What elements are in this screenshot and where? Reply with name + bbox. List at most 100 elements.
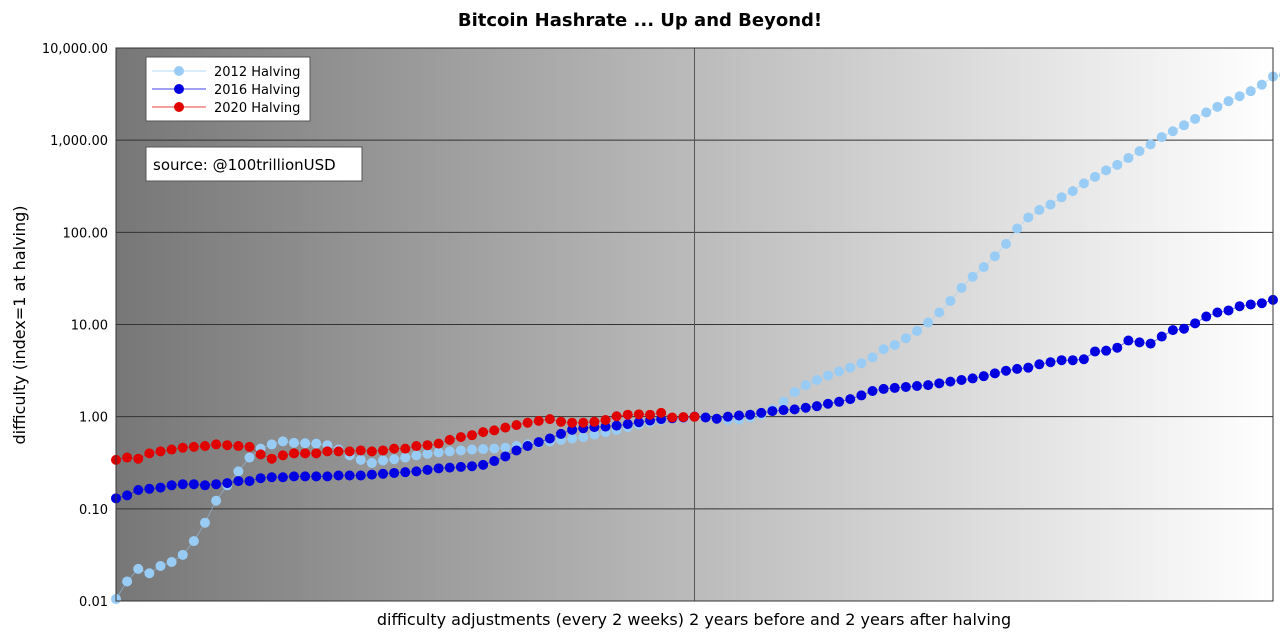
series-1 [111, 294, 1278, 504]
data-point [133, 563, 144, 574]
data-point [767, 406, 778, 417]
data-point [1223, 305, 1234, 316]
data-point [266, 472, 277, 483]
data-point [1245, 299, 1256, 310]
data-point [700, 412, 711, 423]
y-tick-label: 10.00 [71, 319, 108, 334]
data-point [500, 442, 511, 453]
data-point [422, 464, 433, 475]
data-point [1201, 311, 1212, 322]
data-point [1145, 139, 1156, 150]
data-point [611, 411, 622, 422]
chart-title: Bitcoin Hashrate ... Up and Beyond! [458, 10, 822, 31]
data-point [211, 495, 222, 506]
data-point [1212, 101, 1223, 112]
data-point [567, 424, 578, 435]
data-point [823, 398, 833, 409]
data-point [811, 401, 822, 412]
data-point [722, 411, 733, 422]
data-point [467, 444, 477, 455]
series-layer [111, 71, 1280, 605]
data-point [166, 556, 177, 567]
data-point [1067, 186, 1078, 197]
data-point [155, 446, 166, 457]
data-point [122, 452, 133, 463]
data-point [444, 462, 455, 473]
data-point [1112, 342, 1123, 353]
data-point [956, 374, 967, 385]
data-point [144, 448, 155, 459]
data-point [255, 473, 266, 484]
data-point [934, 307, 945, 318]
data-point [556, 416, 566, 427]
legend-marker [174, 102, 184, 112]
data-point [1234, 301, 1245, 312]
data-point [1134, 146, 1145, 157]
data-point [856, 390, 867, 401]
data-point [967, 271, 978, 282]
data-point [578, 432, 589, 443]
data-point [289, 448, 299, 459]
data-point [1078, 354, 1089, 365]
y-tick-label: 100.00 [63, 226, 109, 241]
data-point [366, 457, 377, 468]
data-point [378, 468, 388, 479]
data-point [333, 446, 344, 457]
data-point [856, 358, 867, 369]
data-point [533, 437, 544, 448]
data-point [144, 568, 155, 579]
data-point [544, 414, 555, 425]
data-point [789, 404, 800, 415]
data-point [400, 452, 411, 463]
data-point [1179, 323, 1189, 334]
data-point [411, 441, 422, 452]
data-point [133, 453, 144, 464]
data-point [300, 471, 311, 482]
data-point [489, 425, 500, 436]
data-point [1001, 238, 1011, 249]
legend-label: 2016 Halving [214, 83, 300, 98]
data-point [878, 383, 889, 394]
data-point [967, 373, 978, 384]
data-point [333, 470, 344, 481]
data-point [311, 471, 322, 482]
data-point [355, 454, 366, 465]
data-point [188, 536, 199, 547]
data-point [556, 428, 566, 439]
data-point [1012, 223, 1023, 234]
data-point [533, 415, 544, 426]
data-point [255, 449, 266, 460]
data-point [645, 409, 655, 420]
data-point [1012, 363, 1023, 374]
data-point [745, 409, 756, 420]
data-point [233, 476, 244, 487]
data-point [1112, 159, 1123, 170]
data-point [155, 482, 166, 493]
data-point [122, 490, 133, 501]
data-point [1201, 107, 1212, 118]
data-point [378, 455, 388, 466]
data-point [522, 417, 533, 428]
y-tick-label: 0.01 [79, 595, 108, 610]
data-point [800, 380, 811, 391]
data-point [1256, 79, 1267, 90]
data-point [923, 317, 934, 328]
data-point [122, 576, 133, 587]
data-point [344, 446, 355, 457]
data-point [389, 443, 400, 454]
data-point [1045, 199, 1056, 210]
data-point [478, 444, 489, 455]
plot-border [115, 47, 1274, 602]
data-point [166, 480, 177, 491]
data-point [233, 466, 244, 477]
data-point [611, 420, 622, 431]
data-point [1156, 331, 1167, 342]
y-axis-label: difficulty (index=1 at halving) [10, 206, 29, 445]
data-point [889, 382, 900, 393]
data-point [978, 262, 989, 273]
data-point [800, 402, 811, 413]
data-point [133, 485, 144, 496]
data-point [289, 471, 299, 482]
data-point [823, 370, 833, 381]
